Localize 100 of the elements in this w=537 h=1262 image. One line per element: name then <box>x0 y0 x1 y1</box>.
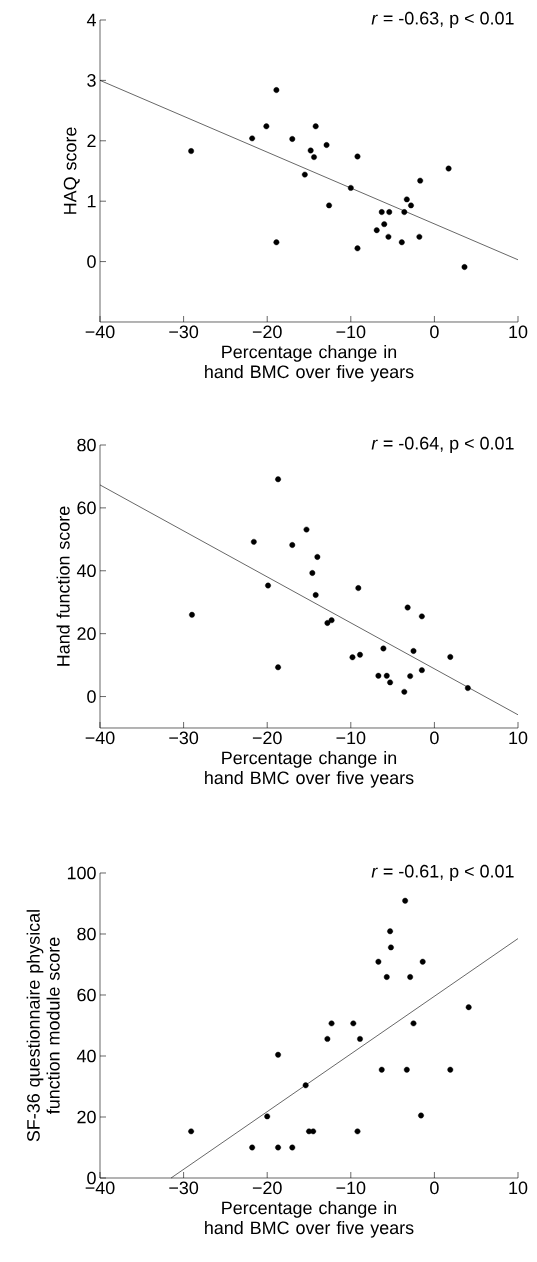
point <box>312 123 319 130</box>
point <box>418 1112 424 1119</box>
point <box>309 570 316 576</box>
point <box>349 654 356 661</box>
point <box>378 209 385 215</box>
point <box>375 672 382 679</box>
x-tick-label: 10 <box>509 1181 528 1195</box>
point <box>417 177 424 184</box>
y-tick-label: 60 <box>77 988 96 1002</box>
annotation: r = -0.61, p < 0.01 <box>371 864 514 882</box>
point <box>418 613 425 620</box>
point <box>445 165 452 172</box>
point <box>388 944 394 951</box>
point <box>461 264 468 270</box>
y-tick-label: 1 <box>87 195 96 208</box>
x-tick-label: −30 <box>169 1181 199 1195</box>
y-tick-label: 4 <box>86 13 96 27</box>
annotation: r = -0.63, p < 0.01 <box>371 11 514 29</box>
point <box>381 221 388 228</box>
point <box>263 123 270 130</box>
point <box>273 87 280 93</box>
point <box>373 227 380 234</box>
point <box>289 542 296 548</box>
point <box>249 1144 256 1151</box>
y-tick-label: 60 <box>77 501 96 515</box>
point <box>324 620 331 626</box>
point <box>401 209 408 215</box>
point <box>311 154 317 160</box>
point <box>307 147 314 154</box>
point <box>404 604 411 611</box>
x-tick-label: −30 <box>169 325 199 339</box>
y-axis-title: Hand function score <box>56 506 70 666</box>
point <box>402 897 409 904</box>
point <box>310 1128 317 1135</box>
y-tick-label: 20 <box>77 1110 96 1124</box>
y-tick-label: 80 <box>77 438 96 452</box>
point <box>314 554 321 560</box>
x-tick-label: 0 <box>430 1181 439 1195</box>
point <box>354 153 361 160</box>
point <box>398 239 405 246</box>
point <box>275 1144 281 1151</box>
y-tick-label: 100 <box>67 866 96 880</box>
x-tick-label: −10 <box>336 731 366 745</box>
point <box>416 233 423 240</box>
x-tick-label: −10 <box>336 1181 366 1195</box>
point <box>465 1004 472 1011</box>
x-tick-label: 0 <box>430 731 439 745</box>
point <box>189 611 195 618</box>
point <box>403 1066 410 1073</box>
point <box>378 1066 385 1073</box>
point <box>447 1066 454 1073</box>
point <box>380 645 387 652</box>
x-tick-label: −20 <box>252 325 282 339</box>
point <box>326 202 332 209</box>
point <box>301 171 308 178</box>
x-axis-title: Percentage change in hand BMC over five years <box>205 751 414 788</box>
y-tick-label: 40 <box>76 1049 96 1063</box>
x-tick-label: 10 <box>509 731 528 745</box>
point <box>383 672 390 679</box>
y-tick-label: 0 <box>87 690 96 703</box>
x-tick-label: −20 <box>252 1181 282 1195</box>
point <box>354 245 361 252</box>
y-tick-label: 0 <box>87 255 96 268</box>
y-axis-title: SF-36 questionnaire physical function module score <box>26 910 60 1142</box>
point <box>407 974 414 980</box>
x-tick-label: −10 <box>336 325 366 339</box>
point <box>275 664 281 671</box>
point <box>419 958 426 965</box>
point <box>328 617 335 624</box>
point <box>324 1036 331 1042</box>
point <box>385 233 392 240</box>
point <box>265 582 271 589</box>
point <box>407 673 414 680</box>
point <box>387 928 393 935</box>
x-axis-title: Percentage change in hand BMC over five years <box>205 345 414 382</box>
point <box>408 202 414 209</box>
y-tick-label: 80 <box>77 927 96 941</box>
point <box>323 142 330 148</box>
x-tick-label: −40 <box>85 325 115 339</box>
point <box>464 685 471 691</box>
point <box>355 585 362 591</box>
x-tick-label: −30 <box>169 731 199 745</box>
point <box>403 196 410 203</box>
point <box>302 1082 309 1089</box>
point <box>328 1020 335 1027</box>
point <box>410 1020 417 1027</box>
point <box>188 148 195 154</box>
point <box>383 974 390 980</box>
point <box>375 958 382 965</box>
point <box>357 1036 363 1042</box>
point <box>275 476 281 483</box>
point <box>249 135 256 142</box>
point <box>303 526 310 533</box>
x-tick-label: −40 <box>85 731 115 745</box>
point <box>347 185 354 191</box>
point <box>387 679 393 686</box>
point <box>273 239 280 246</box>
point <box>418 667 425 674</box>
x-tick-label: 0 <box>430 325 439 339</box>
point <box>289 1144 296 1151</box>
